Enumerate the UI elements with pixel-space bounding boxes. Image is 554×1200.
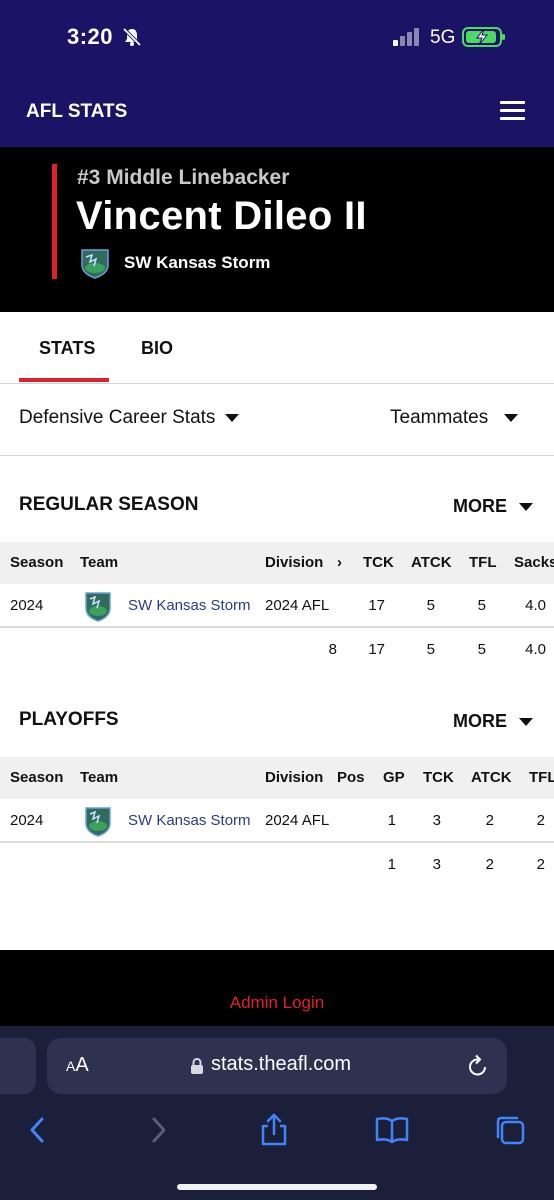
totals-row: 1 3 2 2 [0, 843, 554, 887]
cell-atck: 2 [485, 812, 494, 829]
tab-bar: STATS BIO [0, 312, 554, 384]
stat-type-dropdown[interactable]: Defensive Career Stats [19, 407, 240, 429]
filter-bar: Defensive Career Stats Teammates [0, 384, 554, 456]
col-team[interactable]: Team [80, 769, 119, 786]
total-tfl: 5 [477, 641, 486, 658]
col-tck[interactable]: TCK [363, 554, 394, 571]
caret-down-icon [225, 413, 240, 422]
totals-row: 8 17 5 5 4.0 [0, 628, 554, 672]
col-gp[interactable]: GP [383, 769, 405, 786]
total-atck: 5 [426, 641, 435, 658]
col-atck[interactable]: ATCK [471, 769, 512, 786]
regular-season-title: REGULAR SEASON [19, 494, 199, 515]
battery-charging-icon [462, 27, 505, 47]
silent-bell-icon [122, 27, 142, 47]
status-time: 3:20 [67, 24, 114, 49]
site-header: 3:20 5G AFL STATS [0, 0, 554, 147]
col-division[interactable]: Division [265, 769, 324, 786]
previous-tab-preview[interactable] [0, 1038, 36, 1094]
stat-type-label: Defensive Career Stats [19, 407, 216, 428]
col-season[interactable]: Season [10, 769, 64, 786]
cell-season: 2024 [10, 812, 44, 829]
col-division[interactable]: Division [265, 554, 324, 571]
team-logo-icon[interactable] [84, 805, 112, 837]
admin-login-link[interactable]: Admin Login [229, 993, 325, 1012]
more-label: MORE [453, 711, 507, 731]
table-row: 2024 SW Kansas Storm 2024 AFL 1 3 2 2 [0, 799, 554, 843]
text-size-button[interactable]: AA [66, 1054, 89, 1077]
back-icon[interactable] [21, 1113, 55, 1147]
accent-bar [52, 164, 57, 279]
total-sacks: 4.0 [525, 641, 546, 658]
col-pos[interactable]: Pos [337, 769, 365, 786]
cell-team-link[interactable]: SW Kansas Storm [128, 812, 251, 829]
tab-bio[interactable]: BIO [141, 338, 174, 358]
col-tck[interactable]: TCK [423, 769, 454, 786]
table-row: 2024 SW Kansas Storm 2024 AFL 17 5 5 4.0 [0, 584, 554, 628]
tabs-icon[interactable] [493, 1113, 527, 1147]
caret-down-icon [519, 718, 533, 727]
reload-icon[interactable] [467, 1054, 489, 1078]
player-team[interactable]: SW Kansas Storm [124, 253, 271, 272]
total-atck: 2 [485, 856, 494, 873]
total-tck: 17 [368, 641, 385, 658]
active-tab-indicator [19, 378, 109, 382]
cell-tfl: 2 [536, 812, 545, 829]
url-text: stats.theafl.com [211, 1053, 352, 1075]
team-logo-icon[interactable] [80, 247, 110, 279]
team-logo-icon[interactable] [84, 590, 112, 622]
cell-signal-icon [393, 28, 419, 46]
player-name: Vincent Dileo II [76, 194, 367, 238]
col-scroll-indicator[interactable]: › [337, 554, 342, 571]
aa-large: A [75, 1054, 89, 1076]
col-team[interactable]: Team [80, 554, 119, 571]
home-indicator[interactable] [177, 1184, 377, 1190]
col-tfl[interactable]: TFL [529, 769, 554, 786]
teammates-dropdown[interactable]: Teammates [390, 407, 519, 429]
teammates-label: Teammates [390, 407, 489, 428]
cell-atck: 5 [426, 597, 435, 614]
regular-season-more-button[interactable]: MORE [453, 496, 533, 517]
status-bar: 3:20 5G [0, 0, 554, 75]
cell-gp: 1 [387, 812, 396, 829]
share-icon[interactable] [257, 1113, 291, 1147]
col-sacks[interactable]: Sacks [514, 554, 554, 571]
playoffs-more-button[interactable]: MORE [453, 711, 533, 732]
playoffs-title: PLAYOFFS [19, 709, 119, 730]
tab-stats[interactable]: STATS [39, 338, 96, 358]
cell-season: 2024 [10, 597, 44, 614]
col-tfl[interactable]: TFL [469, 554, 497, 571]
forward-icon[interactable] [141, 1113, 175, 1147]
browser-toolbar: AA stats.theafl.com [0, 1026, 554, 1200]
cell-tck: 3 [432, 812, 441, 829]
cell-tfl: 5 [477, 597, 486, 614]
regular-season-table-header: Season Team Division › TCK ATCK TFL Sack… [0, 542, 554, 584]
network-type: 5G [430, 27, 456, 48]
lock-icon [191, 1057, 203, 1074]
site-brand[interactable]: AFL STATS [26, 101, 128, 122]
cell-tck: 17 [368, 597, 385, 614]
total-col: 8 [328, 641, 337, 658]
address-bar[interactable]: AA stats.theafl.com [47, 1038, 507, 1094]
total-tfl: 2 [536, 856, 545, 873]
caret-down-icon [519, 503, 533, 512]
site-footer: Admin Login [0, 950, 554, 1030]
player-hero: #3 Middle Linebacker Vincent Dileo II SW… [0, 147, 554, 312]
bookmarks-icon[interactable] [375, 1113, 409, 1147]
total-tck: 3 [432, 856, 441, 873]
col-atck[interactable]: ATCK [411, 554, 452, 571]
total-gp: 1 [387, 856, 396, 873]
cell-division: 2024 AFL [265, 812, 330, 829]
caret-down-icon [504, 413, 519, 422]
cell-team-link[interactable]: SW Kansas Storm [128, 597, 251, 614]
cell-sacks: 4.0 [525, 597, 546, 614]
aa-small: A [66, 1058, 76, 1074]
hamburger-menu-icon[interactable] [500, 101, 525, 121]
more-label: MORE [453, 496, 507, 516]
cell-division: 2024 AFL [265, 597, 330, 614]
col-season[interactable]: Season [10, 554, 64, 571]
playoffs-table-header: Season Team Division Pos GP TCK ATCK TFL [0, 757, 554, 799]
player-position: #3 Middle Linebacker [77, 166, 290, 189]
